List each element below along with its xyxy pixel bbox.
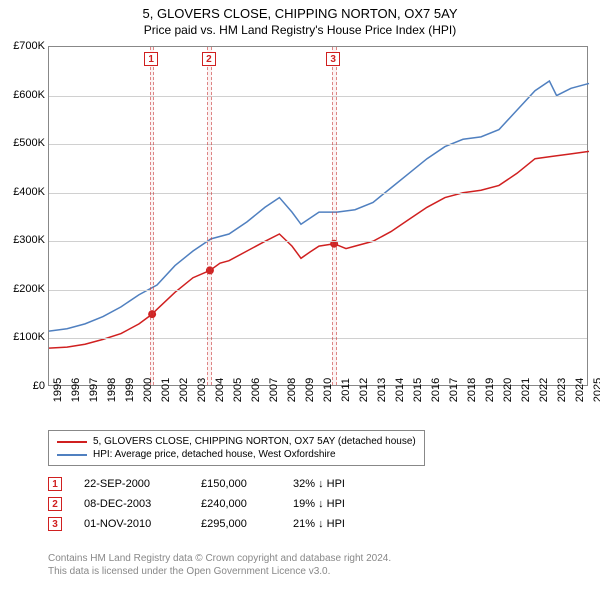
gridline [49,241,587,242]
transaction-date: 08-DEC-2003 [84,498,179,510]
x-axis-label: 2014 [394,378,406,402]
x-axis-label: 2001 [160,378,172,402]
x-axis-label: 1995 [52,378,64,402]
x-axis-label: 2008 [286,378,298,402]
x-axis-label: 2023 [556,378,568,402]
transaction-price: £150,000 [201,478,271,490]
gridline [49,144,587,145]
legend-swatch [57,454,87,456]
gridline [49,96,587,97]
y-axis-label: £400K [13,186,45,198]
transaction-delta: 32% ↓ HPI [293,478,383,490]
footer-line2: This data is licensed under the Open Gov… [48,565,391,578]
x-axis-label: 2025 [592,378,600,402]
y-axis-label: £500K [13,137,45,149]
x-axis-label: 2024 [574,378,586,402]
transaction-row: 1 22-SEP-2000 £150,000 32% ↓ HPI [48,474,383,494]
transaction-marker: 2 [48,497,62,511]
y-axis-label: £200K [13,283,45,295]
transaction-row: 2 08-DEC-2003 £240,000 19% ↓ HPI [48,494,383,514]
x-axis-label: 2017 [448,378,460,402]
transaction-delta: 19% ↓ HPI [293,498,383,510]
x-axis-label: 2006 [250,378,262,402]
series-hpi [49,81,589,331]
transaction-price: £240,000 [201,498,271,510]
y-axis-label: £600K [13,89,45,101]
transaction-date: 01-NOV-2010 [84,518,179,530]
series-price_paid [49,151,589,348]
event-marker-2: 2 [202,52,216,66]
x-axis-label: 2002 [178,378,190,402]
legend-label: HPI: Average price, detached house, West… [93,449,336,460]
x-axis-label: 2012 [358,378,370,402]
legend-swatch [57,441,87,443]
transaction-marker: 3 [48,517,62,531]
event-band [332,47,337,385]
transaction-marker: 1 [48,477,62,491]
y-axis-label: £0 [33,380,45,392]
x-axis-label: 2010 [322,378,334,402]
x-axis-label: 1999 [124,378,136,402]
x-axis-label: 2004 [214,378,226,402]
y-axis-label: £100K [13,331,45,343]
chart-subtitle: Price paid vs. HM Land Registry's House … [0,21,600,37]
y-axis-label: £700K [13,40,45,52]
x-axis-label: 2003 [196,378,208,402]
x-axis-label: 2018 [466,378,478,402]
x-axis-label: 1998 [106,378,118,402]
y-axis-label: £300K [13,234,45,246]
gridline [49,193,587,194]
event-band [207,47,212,385]
legend-label: 5, GLOVERS CLOSE, CHIPPING NORTON, OX7 5… [93,436,416,447]
x-axis-label: 2000 [142,378,154,402]
x-axis-label: 2009 [304,378,316,402]
x-axis-label: 1996 [70,378,82,402]
legend: 5, GLOVERS CLOSE, CHIPPING NORTON, OX7 5… [48,430,425,466]
legend-item: HPI: Average price, detached house, West… [57,448,416,461]
x-axis-label: 2015 [412,378,424,402]
x-axis-label: 2011 [340,378,352,402]
chart-container: 5, GLOVERS CLOSE, CHIPPING NORTON, OX7 5… [0,0,600,590]
transaction-price: £295,000 [201,518,271,530]
plot-area [48,46,588,386]
gridline [49,338,587,339]
transaction-delta: 21% ↓ HPI [293,518,383,530]
x-axis-label: 2020 [502,378,514,402]
x-axis-label: 2022 [538,378,550,402]
gridline [49,290,587,291]
x-axis-label: 1997 [88,378,100,402]
x-axis-label: 2016 [430,378,442,402]
footer-attribution: Contains HM Land Registry data © Crown c… [48,552,391,578]
event-marker-3: 3 [326,52,340,66]
x-axis-label: 2005 [232,378,244,402]
legend-item: 5, GLOVERS CLOSE, CHIPPING NORTON, OX7 5… [57,435,416,448]
transaction-row: 3 01-NOV-2010 £295,000 21% ↓ HPI [48,514,383,534]
event-band [150,47,155,385]
x-axis-label: 2007 [268,378,280,402]
transactions-table: 1 22-SEP-2000 £150,000 32% ↓ HPI 2 08-DEC-200… [48,474,383,534]
event-marker-1: 1 [144,52,158,66]
x-axis-label: 2013 [376,378,388,402]
x-axis-label: 2019 [484,378,496,402]
chart-svg [49,47,587,385]
x-axis-label: 2021 [520,378,532,402]
chart-title: 5, GLOVERS CLOSE, CHIPPING NORTON, OX7 5… [0,0,600,21]
transaction-date: 22-SEP-2000 [84,478,179,490]
footer-line1: Contains HM Land Registry data © Crown c… [48,552,391,565]
